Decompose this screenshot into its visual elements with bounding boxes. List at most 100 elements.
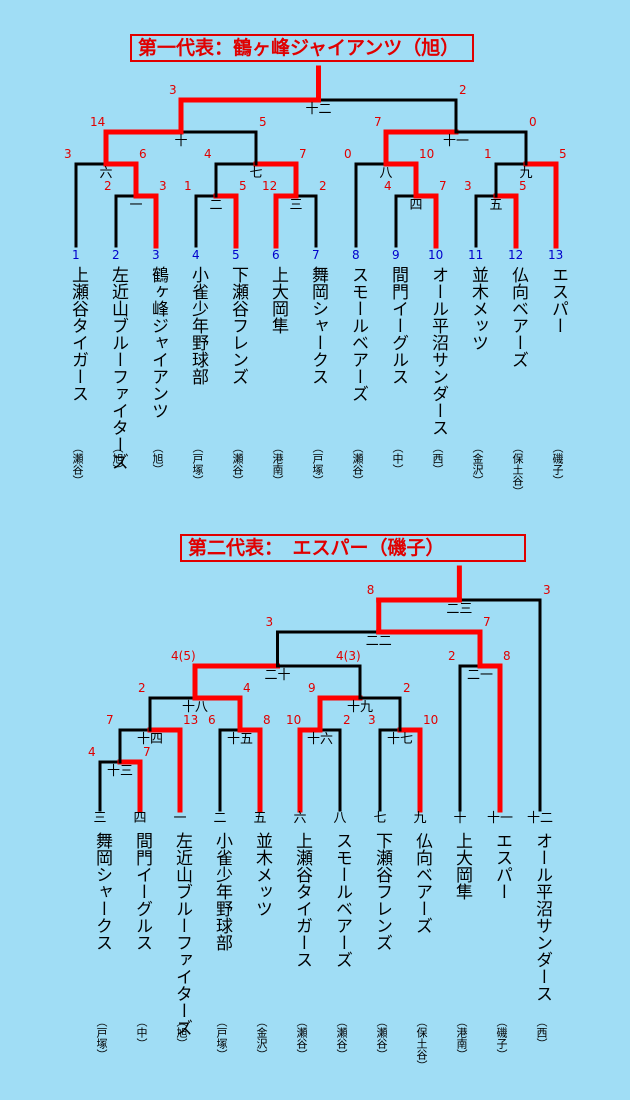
bracket1-team-7-region: （戸塚） <box>311 442 324 486</box>
bracket1-team-6-name: 上大岡隼 <box>268 266 288 334</box>
game-bracket2-9-number: 二二 <box>365 634 392 649</box>
game-bracket1-2-score-left: 12 <box>262 179 278 193</box>
game-bracket1-5-score-right: 6 <box>139 147 147 161</box>
game-bracket1-8-score-left: 1 <box>484 147 492 161</box>
game-bracket1-10-score-left: 7 <box>374 115 382 129</box>
game-bracket1-3-score-left: 4 <box>384 179 392 193</box>
bracket2-team-11-name: エスパー <box>492 832 512 900</box>
bracket1-team-7-name: 舞岡シャークス <box>308 266 328 385</box>
bracket1-team-5-name: 下瀬谷フレンズ <box>228 266 248 385</box>
game-bracket2-6-score-left: 9 <box>308 681 316 695</box>
bracket1-team-13-number: 13 <box>548 248 564 262</box>
game-bracket1-3-number: 四 <box>409 198 423 213</box>
game-bracket1-6-number: 七 <box>249 166 263 181</box>
game-bracket1-4-number: 五 <box>489 198 503 213</box>
game-bracket2-5-score-right: 4 <box>243 681 251 695</box>
bracket2-team-4-number: 二 <box>213 811 227 826</box>
bracket1-team-4-number: 4 <box>192 248 200 262</box>
bracket2-team-6-region: （瀬谷） <box>295 1016 308 1060</box>
bracket1-team-3-region: （旭） <box>151 442 164 475</box>
bracket1-team-13-region: （磯子） <box>551 442 564 486</box>
game-bracket2-10-score-right: 3 <box>543 583 551 597</box>
bracket2-team-10-name: 上大岡隼 <box>452 832 472 900</box>
game-bracket1-1-number: 二 <box>209 198 223 213</box>
bracket1-team-2-region: （旭） <box>111 442 124 475</box>
game-bracket2-7-score-left: 4(5) <box>171 649 196 663</box>
bracket1-team-2-name: 左近山ブルーファイターズ <box>108 266 128 470</box>
bracket1-team-9-name: 間門イーグルス <box>388 266 408 385</box>
bracket2-team-7-number: 八 <box>333 811 347 826</box>
game-bracket1-9-number: 十 <box>174 134 188 149</box>
game-bracket2-9-score-left: 3 <box>265 615 274 629</box>
game-bracket2-0-score-left: 4 <box>88 745 96 759</box>
game-bracket1-1-score-left: 1 <box>184 179 192 193</box>
game-bracket2-0-score-right: 7 <box>143 745 151 759</box>
game-bracket1-7-score-right: 10 <box>419 147 435 161</box>
bracket2-team-7-name: スモールベアーズ <box>332 832 352 968</box>
bracket1-team-6-number: 6 <box>272 248 280 262</box>
bracket2-team-3-region: （旭） <box>175 1016 188 1049</box>
bracket1-team-8-name: スモールベアーズ <box>348 266 368 402</box>
bracket2-team-5-number: 五 <box>253 811 267 826</box>
bracket1-team-6-region: （港南） <box>271 442 284 486</box>
bracket2-team-9-number: 九 <box>413 811 427 826</box>
game-bracket1-6-score-left: 4 <box>204 147 212 161</box>
bracket1-team-1-number: 1 <box>72 248 80 262</box>
game-bracket2-6-score-right: 2 <box>403 681 411 695</box>
game-bracket2-1-score-right: 13 <box>183 713 199 727</box>
game-bracket2-5-score-left: 2 <box>138 681 146 695</box>
bracket1-team-12-number: 12 <box>508 248 524 262</box>
bracket1-team-10-region: （西） <box>431 442 444 475</box>
game-bracket1-8-number: 九 <box>519 166 533 181</box>
bracket1-team-4-region: （戸塚） <box>191 442 204 486</box>
bracket2-team-8-name: 下瀬谷フレンズ <box>372 832 392 951</box>
bracket2-team-2-region: （中） <box>135 1016 148 1049</box>
game-bracket2-1-score-left: 7 <box>106 713 114 727</box>
bracket1-team-10-name: オール平沼サンダース <box>428 266 448 436</box>
bracket2-team-1-name: 舞岡シャークス <box>92 832 112 951</box>
bracket2-team-5-region: （金沢） <box>255 1016 268 1060</box>
bracket1-team-4-name: 小雀少年野球部 <box>188 266 208 385</box>
bracket2-team-6-name: 上瀬谷タイガース <box>292 832 312 968</box>
bracket1-team-8-region: （瀬谷） <box>351 442 364 486</box>
bracket1-team-11-region: （金沢） <box>471 442 484 486</box>
game-bracket2-10-score-left: 8 <box>366 583 375 597</box>
game-bracket1-5-score-left: 3 <box>64 147 72 161</box>
bracket2-team-11-region: （磯子） <box>495 1016 508 1060</box>
bracket2-team-3-name: 左近山ブルーファイターズ <box>172 832 192 1036</box>
game-bracket2-7-number: 二十 <box>264 668 291 683</box>
game-bracket1-6-score-right: 7 <box>299 147 307 161</box>
bracket1-team-2-number: 2 <box>112 248 120 262</box>
game-bracket1-11-number: 十二 <box>305 102 332 117</box>
game-bracket1-3-score-right: 7 <box>439 179 447 193</box>
game-bracket2-8-number: 二一 <box>467 668 494 683</box>
bracket1-team-5-region: （瀬谷） <box>231 442 244 486</box>
bracket1-team-1-region: （瀬谷） <box>71 442 84 486</box>
bracket1-team-1-name: 上瀬谷タイガース <box>68 266 88 402</box>
bracket1-team-11-number: 11 <box>468 248 484 262</box>
bracket1-team-13-name: エスパー <box>548 266 568 334</box>
game-bracket1-0-score-left: 2 <box>104 179 112 193</box>
bracket1-team-10-number: 10 <box>428 248 444 262</box>
game-bracket2-5-number: 十八 <box>182 700 209 715</box>
game-bracket2-9-score-right: 7 <box>483 615 491 629</box>
game-bracket2-4-score-right: 10 <box>423 713 439 727</box>
game-bracket1-0-score-right: 3 <box>159 179 167 193</box>
bracket2-team-8-region: （瀬谷） <box>375 1016 388 1060</box>
bracket2-team-4-name: 小雀少年野球部 <box>212 832 232 951</box>
game-bracket1-9-score-right: 5 <box>259 115 267 129</box>
bracket2-team-9-name: 仏向ベアーズ <box>412 832 432 934</box>
bracket1-team-5-number: 5 <box>232 248 240 262</box>
bracket2-team-5-name: 並木メッツ <box>252 832 272 917</box>
game-bracket2-4-number: 十七 <box>387 732 414 747</box>
bracket2-team-7-region: （瀬谷） <box>335 1016 348 1060</box>
game-bracket2-3-score-right: 2 <box>343 713 351 727</box>
game-bracket1-0-number: 一 <box>129 198 143 213</box>
game-bracket1-7-number: 八 <box>379 166 393 181</box>
bracket1-team-11-name: 並木メッツ <box>468 266 488 351</box>
bracket1-team-12-name: 仏向ベアーズ <box>508 266 528 368</box>
bracket1-team-9-region: （中） <box>391 442 404 475</box>
game-bracket2-8-score-left: 2 <box>448 649 456 663</box>
game-bracket1-10-score-right: 0 <box>529 115 537 129</box>
